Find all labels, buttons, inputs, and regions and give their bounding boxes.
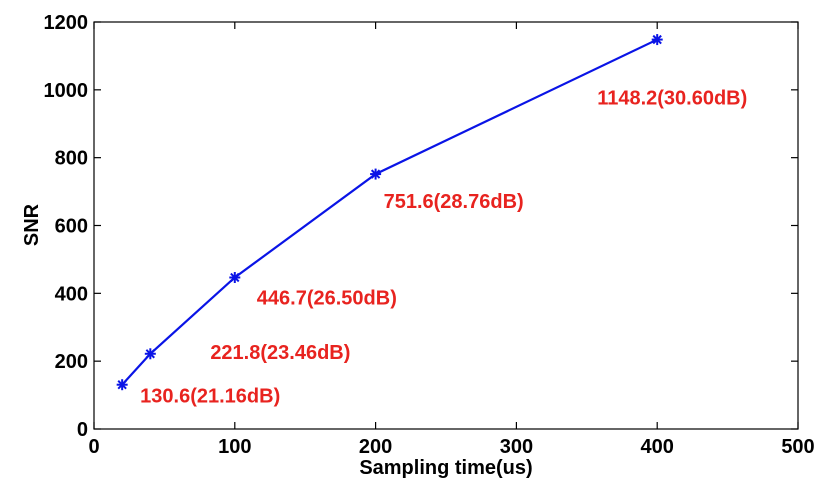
y-tick-label: 0 <box>77 419 88 441</box>
x-tick-label: 500 <box>781 436 814 458</box>
y-axis: 0 200 400 600 800 1000 1200 <box>44 12 798 441</box>
x-tick-label: 200 <box>359 436 392 458</box>
data-label: 751.6(28.76dB) <box>384 191 524 213</box>
x-axis: 0 100 200 300 400 500 <box>88 22 815 458</box>
y-tick-label: 1000 <box>44 80 89 102</box>
data-point-marker <box>144 348 156 360</box>
data-point-marker <box>116 379 128 391</box>
x-axis-label: Sampling time(us) <box>359 457 532 479</box>
y-tick-label: 1200 <box>44 12 89 34</box>
data-point-marker <box>651 34 663 46</box>
x-tick-label: 100 <box>218 436 251 458</box>
data-label: 130.6(21.16dB) <box>140 386 280 408</box>
y-tick-label: 600 <box>55 216 88 238</box>
y-tick-label: 200 <box>55 351 88 373</box>
x-tick-label: 0 <box>88 436 99 458</box>
data-point-marker <box>229 271 241 283</box>
data-label: 221.8(23.46dB) <box>210 342 350 364</box>
data-label: 446.7(26.50dB) <box>257 287 397 309</box>
y-tick-label: 400 <box>55 283 88 305</box>
x-tick-label: 300 <box>500 436 533 458</box>
annotation-layer: 130.6(21.16dB) 221.8(23.46dB) 446.7(26.50d… <box>140 88 747 408</box>
y-axis-label: SNR <box>21 203 43 246</box>
x-tick-label: 400 <box>641 436 674 458</box>
data-label: 1148.2(30.60dB) <box>597 88 747 110</box>
data-point-marker <box>370 168 382 180</box>
series-layer <box>116 34 663 391</box>
plot-area-frame <box>93 21 799 430</box>
y-tick-label: 800 <box>55 148 88 170</box>
